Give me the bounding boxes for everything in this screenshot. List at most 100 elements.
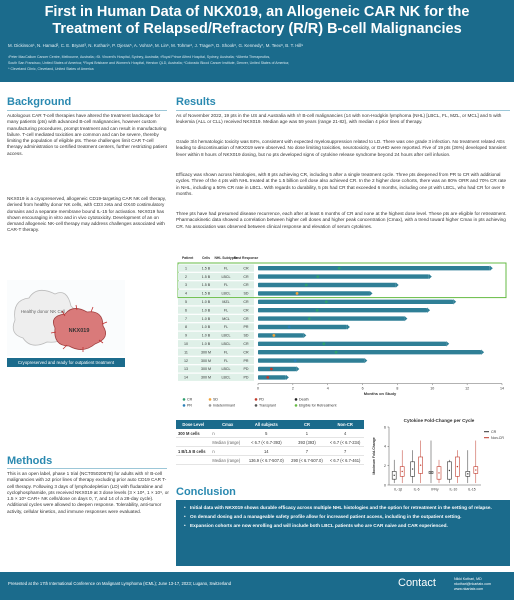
methods-rule xyxy=(7,468,167,469)
best-response: CR xyxy=(243,308,249,312)
legend-swatch xyxy=(254,404,258,407)
row-label-band xyxy=(178,356,254,365)
best-response: CR xyxy=(243,283,249,287)
background-heading: Background xyxy=(7,96,72,108)
swim-bar xyxy=(258,299,454,304)
affiliation-line-3: ⁹ Cleveland Clinic, Cleveland, United St… xyxy=(8,67,94,71)
nhl-subtype: LBCL xyxy=(222,342,231,346)
results-paragraph-4: Three pts have had presumed disease recu… xyxy=(176,211,507,229)
legend-swatch xyxy=(294,398,298,401)
legend-swatch xyxy=(254,398,258,401)
ongoing-arrow xyxy=(453,299,457,305)
response-marker xyxy=(307,317,311,320)
legend-label: Eligible for Retreatment xyxy=(299,404,337,408)
stat-label-cell: n xyxy=(210,446,246,456)
contact-heading: Contact xyxy=(398,577,436,589)
cytokine-title: Cytokine Fold-Change per Cycle xyxy=(404,418,475,423)
table-row: 1 B/1.5 B cells n 14 7 7 xyxy=(176,446,364,456)
table-row: Median (range) 136.9 (< 6.7-507.0) 290 (… xyxy=(176,455,364,465)
patient-id: 3 xyxy=(185,283,187,287)
best-response: CR xyxy=(243,275,249,279)
response-marker xyxy=(337,266,341,270)
box-median xyxy=(419,464,422,466)
nhl-subtype: LBCL xyxy=(222,292,231,296)
swim-bar xyxy=(258,350,482,355)
header-all-subjects: All subjects xyxy=(245,420,288,429)
legend-swatch xyxy=(294,404,298,407)
best-response: SD xyxy=(244,334,249,338)
contact-email[interactable]: nkothari@nkartatx.com xyxy=(454,582,492,586)
contact-website[interactable]: www.nkartatx.com xyxy=(454,587,484,591)
cell-dose: 1.0 B xyxy=(202,334,211,338)
nhl-subtype: LBCL xyxy=(222,275,231,279)
cell-dose: 1.0 B xyxy=(202,308,211,312)
conclusion-bullet-3: Expansion cohorts are now enrolling and … xyxy=(184,523,504,530)
results-paragraph-3: Efficacy was shown across histologies, w… xyxy=(176,172,507,196)
cytokine-chart: Cytokine Fold-Change per Cycle 0 2 4 6 Maximu… xyxy=(369,415,509,497)
cell-dose: 300 M xyxy=(201,376,211,380)
patient-id: 2 xyxy=(185,275,187,279)
response-marker xyxy=(304,283,308,287)
best-response: CR xyxy=(243,342,249,346)
patient-id: 12 xyxy=(184,359,188,363)
cr-cell: 290 (< 6.7-507.0) xyxy=(287,455,327,465)
header-non-cr: Non-CR xyxy=(326,420,364,429)
x-axis-label: Months on Study xyxy=(364,391,397,396)
swim-bar xyxy=(258,308,428,313)
y-tick-label: 2 xyxy=(384,464,386,468)
nhl-subtype: LBCL xyxy=(222,376,231,380)
response-marker xyxy=(272,334,276,337)
column-header: Patient xyxy=(182,256,194,260)
all-cell: 14 xyxy=(245,446,288,456)
row-label-band xyxy=(178,306,254,314)
box-median xyxy=(456,465,459,468)
row-label-band xyxy=(178,331,254,339)
swim-bar xyxy=(258,366,297,372)
poster-footer: Presented at the 17th International Conf… xyxy=(0,572,514,600)
row-label-band xyxy=(178,373,254,381)
y-axis-label: Maximum Fold-Change xyxy=(372,437,376,474)
legend-label: Transplant xyxy=(259,404,276,408)
ongoing-arrow xyxy=(303,332,307,339)
nkx019-cell-icon xyxy=(52,308,107,350)
patient-id: 8 xyxy=(185,325,187,329)
box-median xyxy=(430,471,432,474)
legend-label: CR xyxy=(491,430,497,434)
header-dose-level: Dose Level xyxy=(176,420,211,429)
stat-label-cell: Median (range) xyxy=(210,455,246,465)
cell-dose: 1.5 B xyxy=(202,266,211,270)
patient-id: 13 xyxy=(184,367,188,371)
patient-id: 4 xyxy=(185,292,187,296)
x-tick-label: 10 xyxy=(430,387,434,391)
x-tick-label: 12 xyxy=(465,387,469,391)
box-median xyxy=(467,473,469,475)
patient-id: 7 xyxy=(185,317,187,321)
legend-label: Death xyxy=(299,398,309,402)
y-tick-label: 0 xyxy=(384,483,386,487)
highlight-box xyxy=(177,262,507,299)
legend-label: PR xyxy=(187,404,192,408)
cell-dose: 1.0 B xyxy=(202,342,211,346)
patient-id: 10 xyxy=(184,342,188,346)
x-tick-label: 4 xyxy=(327,387,329,391)
ongoing-arrow xyxy=(346,324,350,330)
results-paragraph-1: As of November 2022, 19 pts in the US an… xyxy=(176,113,502,125)
cell-dose: 1.0 B xyxy=(202,317,211,321)
poster-title: First in Human Data of NKX019, an Alloge… xyxy=(8,4,506,38)
contact-info: Nikki Kothari, MD nkothari@nkartatx.com … xyxy=(454,577,491,592)
swim-bar xyxy=(258,291,370,296)
legend-label: Indeterminant xyxy=(213,404,235,408)
legend-label: Non-CR xyxy=(491,436,504,440)
nhl-subtype: FL xyxy=(224,283,228,287)
response-marker xyxy=(316,275,320,278)
affiliation-line-2: South San Francisco, United States of Am… xyxy=(8,61,290,65)
row-label-band xyxy=(178,272,254,281)
table-row: 300 M cells n 5 1 4 xyxy=(176,429,364,438)
patient-id: 9 xyxy=(185,334,187,338)
figure-caption: Cryopreserved and ready for outpatient t… xyxy=(7,358,125,367)
response-marker xyxy=(334,350,338,354)
cr-cell: 7 xyxy=(287,446,327,456)
box-median xyxy=(448,469,451,472)
column-header: Best Response xyxy=(234,256,259,260)
